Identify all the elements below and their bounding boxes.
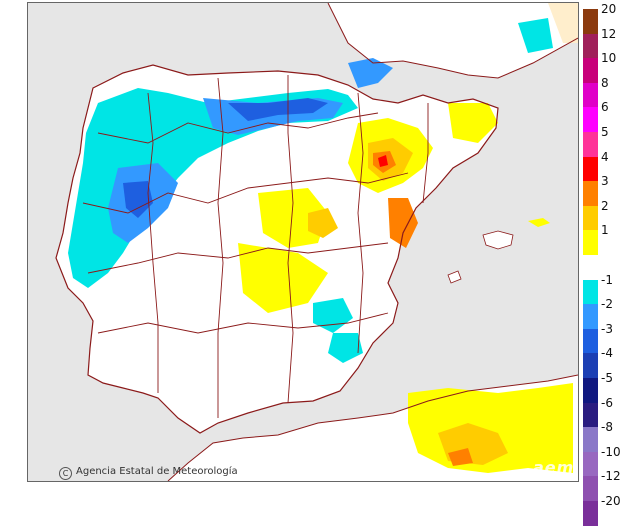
legend-label-pos-3: 8 xyxy=(601,75,609,90)
legend-swatch-pos-9 xyxy=(583,230,598,256)
legend-swatch-neg-2 xyxy=(583,328,598,354)
aemet-logo: aemet xyxy=(533,458,578,477)
ibiza-coast xyxy=(447,270,462,284)
color-legend: 20 12 10 8 6 5 4 3 2 1 -1 -2 -3 -4 -5 -6 -8 -10 -12 -20 xyxy=(583,3,629,526)
legend-label-neg-2: -3 xyxy=(601,321,613,336)
mallorca-coast xyxy=(482,230,514,250)
legend-label-neg-5: -6 xyxy=(601,395,613,410)
france-landmass xyxy=(328,3,578,78)
warm-anomaly-la-mancha xyxy=(238,243,328,313)
mallorca xyxy=(483,231,513,249)
copyright-icon: C xyxy=(59,467,72,480)
cold-anomaly-north xyxy=(68,88,358,288)
cold-anomaly-murcia xyxy=(328,333,363,363)
legend-label-neg-0: -1 xyxy=(601,272,613,287)
legend-label-pos-2: 10 xyxy=(601,51,617,66)
warm-anomaly-centre-core xyxy=(308,208,338,238)
legend-swatch-pos-6 xyxy=(583,156,598,182)
cold-anomaly-pyrenees xyxy=(348,58,393,88)
cold-core-galicia xyxy=(123,181,153,218)
legend-swatch-neg-1 xyxy=(583,304,598,330)
legend-label-pos-5: 5 xyxy=(601,125,609,139)
legend-label-neg-3: -4 xyxy=(601,346,613,361)
africa-coastline xyxy=(167,374,578,481)
legend-label-neg-6: -8 xyxy=(601,420,613,435)
legend-label-pos-4: 6 xyxy=(601,100,609,115)
legend-swatch-neg-4 xyxy=(583,378,598,404)
legend-swatch-pos-2 xyxy=(583,58,598,84)
legend-swatch-neg-0 xyxy=(583,279,598,305)
warm-anomaly-africa-peak xyxy=(448,448,473,466)
cold-core-cantabrian xyxy=(228,98,328,121)
legend-swatch-pos-1 xyxy=(583,33,598,59)
legend-label-pos-6: 4 xyxy=(601,149,609,164)
legend-label-neg-9: -20 xyxy=(601,494,621,508)
legend-swatch-pos-4 xyxy=(583,107,598,133)
legend-label-neg-8: -12 xyxy=(601,469,621,484)
legend-swatch-neg-9 xyxy=(583,501,598,526)
legend-swatch-pos-8 xyxy=(583,205,598,231)
legend-swatch-neg-3 xyxy=(583,353,598,379)
warm-anomaly-corner xyxy=(548,3,578,43)
agency-credit: C Agencia Estatal de Meteorología xyxy=(59,466,238,480)
legend-swatch-neg-7 xyxy=(583,451,598,477)
legend-label-neg-4: -5 xyxy=(601,371,613,385)
cold-anomaly-sea-ne xyxy=(518,18,553,53)
map-canvas xyxy=(28,3,578,481)
legend-swatch-pos-3 xyxy=(583,82,598,108)
legend-swatch-neg-6 xyxy=(583,427,598,453)
menorca xyxy=(528,218,550,227)
legend-label-neg-7: -10 xyxy=(601,444,621,459)
warm-anomaly-ebro-max xyxy=(378,155,388,167)
legend-label-pos-1: 12 xyxy=(601,26,617,41)
legend-swatch-neutral xyxy=(583,255,598,280)
legend-label-pos-9: 1 xyxy=(601,223,609,238)
legend-swatch-pos-0 xyxy=(583,9,598,35)
cold-anomaly-south xyxy=(313,298,353,333)
legend-label-pos-8: 2 xyxy=(601,198,609,213)
warm-anomaly-catalonia xyxy=(448,103,498,143)
legend-label-pos-7: 3 xyxy=(601,174,609,189)
legend-swatch-pos-5 xyxy=(583,132,598,158)
anomaly-map: C Agencia Estatal de Meteorología aemet xyxy=(27,2,579,482)
legend-label-neg-1: -2 xyxy=(601,297,613,312)
legend-swatch-pos-7 xyxy=(583,181,598,207)
warm-anomaly-valencia xyxy=(388,198,418,248)
legend-swatch-neg-8 xyxy=(583,476,598,502)
warm-anomaly-centre xyxy=(258,188,328,248)
legend-label-pos-0: 20 xyxy=(601,2,617,16)
peninsula-coastline xyxy=(55,64,499,434)
legend-swatch-neg-5 xyxy=(583,402,598,428)
province-borders xyxy=(82,75,429,418)
france-border xyxy=(327,3,578,79)
agency-credit-text: Agencia Estatal de Meteorología xyxy=(76,466,238,477)
